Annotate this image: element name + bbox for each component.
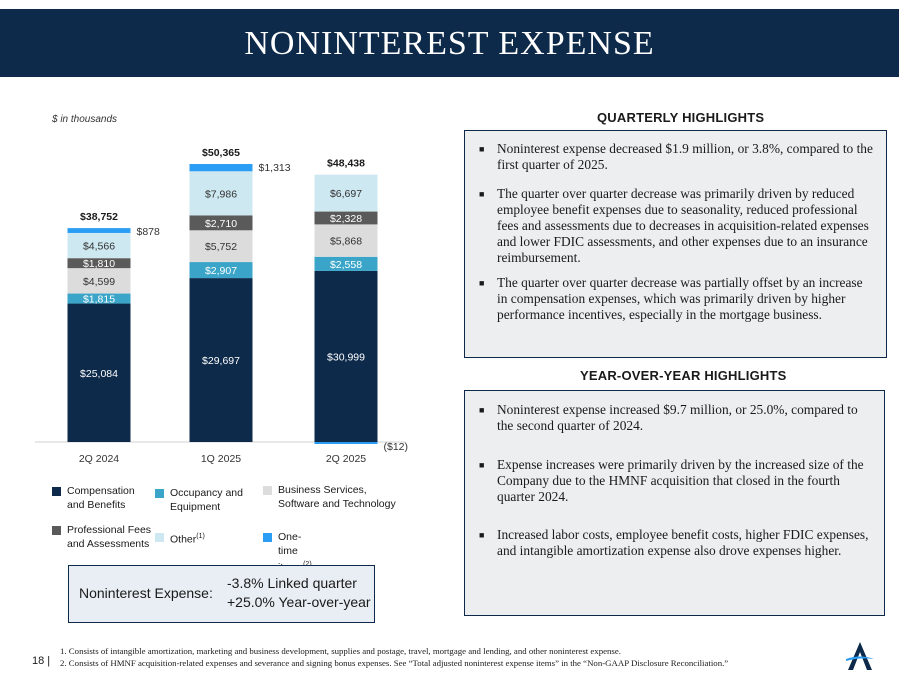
legend-item-other: Other(1) bbox=[155, 530, 205, 547]
bar-segment bbox=[314, 442, 378, 444]
quarterly-panel: ■ Noninterest expense decreased $1.9 mill… bbox=[464, 130, 887, 358]
legend-swatch bbox=[155, 489, 164, 498]
title-bar: NONINTEREST EXPENSE bbox=[0, 9, 899, 77]
yoy-panel: ■ Noninterest expense increased $9.7 mill… bbox=[464, 390, 885, 616]
page-title: NONINTEREST EXPENSE bbox=[244, 25, 655, 62]
bar-segment bbox=[189, 215, 253, 231]
data-label: $2,907 bbox=[205, 265, 237, 277]
footnote-1: 1. Consists of intangible amortization, … bbox=[60, 646, 621, 656]
bar-segment bbox=[67, 258, 131, 269]
page-number: 18 | bbox=[32, 655, 51, 667]
bullet-icon: ■ bbox=[479, 189, 485, 199]
yoy-bullet: ■ Noninterest expense increased $9.7 mill… bbox=[479, 402, 872, 434]
legend-label: Other bbox=[170, 533, 197, 546]
bullet-icon: ■ bbox=[479, 144, 485, 154]
data-label: $5,752 bbox=[205, 241, 237, 253]
data-label: $1,810 bbox=[83, 258, 115, 270]
bullet-text: Noninterest expense increased $9.7 milli… bbox=[497, 402, 858, 433]
quarterly-bullet: ■ The quarter over quarter decrease was p… bbox=[479, 186, 874, 266]
total-label: $50,365 bbox=[202, 147, 240, 159]
total-label: $38,752 bbox=[80, 211, 118, 223]
bullet-icon: ■ bbox=[479, 530, 485, 540]
bar-segment bbox=[314, 256, 378, 271]
data-label: $1,313 bbox=[259, 162, 291, 174]
bar-segment bbox=[189, 278, 253, 442]
data-label: $878 bbox=[137, 226, 161, 238]
data-label: $29,697 bbox=[202, 355, 240, 367]
bullet-text: Increased labor costs, employee benefit … bbox=[497, 527, 869, 558]
yoy-bullet: ■ Expense increases were primarily driven… bbox=[479, 457, 872, 505]
bar-segment bbox=[189, 171, 253, 216]
quarterly-bullet: ■ The quarter over quarter decrease was p… bbox=[479, 275, 874, 323]
legend-label: Compensation and Benefits bbox=[67, 485, 135, 511]
bullet-icon: ■ bbox=[479, 460, 485, 470]
data-label: $2,328 bbox=[330, 213, 362, 225]
bullet-text: The quarter over quarter decrease was pa… bbox=[497, 275, 863, 322]
data-label: $1,815 bbox=[83, 294, 115, 306]
units-note: $ in thousands bbox=[52, 114, 118, 125]
company-logo-icon bbox=[846, 642, 874, 670]
bullet-text: The quarter over quarter decrease was pr… bbox=[497, 186, 869, 265]
quarterly-bullet: ■ Noninterest expense decreased $1.9 mill… bbox=[479, 141, 874, 173]
data-label: $6,697 bbox=[330, 188, 362, 200]
data-label: $2,710 bbox=[205, 218, 237, 230]
legend-swatch bbox=[155, 533, 164, 542]
summary-year-over-year: +25.0% Year-over-year bbox=[227, 594, 371, 610]
bar-segment bbox=[314, 270, 378, 442]
total-label: $48,438 bbox=[327, 158, 365, 170]
bar-segment bbox=[67, 303, 131, 442]
bar-segment bbox=[314, 224, 378, 257]
bullet-text: Noninterest expense decreased $1.9 milli… bbox=[497, 141, 873, 172]
bar-segment bbox=[67, 268, 131, 294]
x-tick-label: 2Q 2024 bbox=[79, 453, 119, 465]
legend-item-professional-fees: Professional Fees and Assessments bbox=[52, 523, 157, 551]
data-label: $4,566 bbox=[83, 241, 115, 253]
legend-label: Professional Fees and Assessments bbox=[67, 524, 152, 550]
summary-label: Noninterest Expense: bbox=[79, 585, 213, 601]
data-label: $7,986 bbox=[205, 188, 237, 200]
bullet-text: Expense increases were primarily driven … bbox=[497, 457, 864, 504]
data-label: $2,558 bbox=[330, 259, 362, 271]
bar-segment bbox=[314, 174, 378, 212]
x-tick-label: 2Q 2025 bbox=[326, 453, 366, 465]
x-tick-label: 1Q 2025 bbox=[201, 453, 241, 465]
bar-segment bbox=[314, 211, 378, 225]
legend-item-business-services: Business Services, Software and Technolo… bbox=[263, 483, 400, 511]
legend-swatch bbox=[263, 486, 272, 495]
legend-item-occupancy: Occupancy and Equipment bbox=[155, 486, 250, 514]
legend-label: Business Services, Software and Technolo… bbox=[278, 484, 396, 510]
footnotes: 1. Consists of intangible amortization, … bbox=[60, 645, 780, 669]
bar-segment bbox=[67, 232, 131, 259]
summary-box: Noninterest Expense: -3.8% Linked quarte… bbox=[68, 565, 375, 623]
legend-item-compensation: Compensation and Benefits bbox=[52, 484, 147, 512]
footnote-2: 2. Consists of HMNF acquisition-related … bbox=[60, 658, 729, 668]
bullet-icon: ■ bbox=[479, 405, 485, 415]
bar-segment bbox=[67, 228, 131, 233]
bullet-icon: ■ bbox=[479, 278, 485, 288]
data-label: $30,999 bbox=[327, 351, 365, 363]
legend-label: Occupancy and Equipment bbox=[170, 487, 243, 513]
bar-segment bbox=[189, 262, 253, 279]
legend-sup: (2) bbox=[303, 561, 312, 568]
legend-swatch bbox=[52, 526, 61, 535]
bar-segment bbox=[189, 164, 253, 172]
data-label: ($12) bbox=[384, 441, 409, 453]
yoy-bullet: ■ Increased labor costs, employee benefit… bbox=[479, 527, 872, 559]
bar-segment bbox=[67, 293, 131, 304]
yoy-heading: YEAR-OVER-YEAR HIGHLIGHTS bbox=[580, 368, 787, 383]
quarterly-heading: QUARTERLY HIGHLIGHTS bbox=[597, 110, 765, 125]
data-label: $5,868 bbox=[330, 236, 362, 248]
legend-swatch bbox=[52, 487, 61, 496]
bar-segment bbox=[189, 230, 253, 263]
legend-swatch bbox=[263, 533, 272, 542]
data-label: $25,084 bbox=[80, 368, 118, 380]
legend-sup: (1) bbox=[196, 533, 205, 540]
summary-linked-quarter: -3.8% Linked quarter bbox=[227, 575, 357, 591]
data-label: $4,599 bbox=[83, 276, 115, 288]
stacked-bar-chart: $25,084 $1,815 $4,599 $1,810 $4,566 $878 $38,7… bbox=[35, 147, 409, 465]
